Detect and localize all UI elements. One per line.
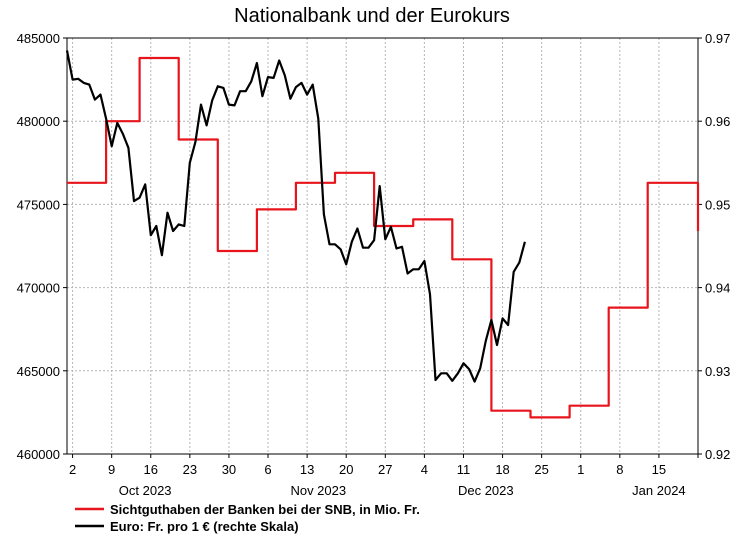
axes: 460000 465000 470000 475000 480000 485000 0.92… [17, 31, 731, 498]
x-tick-label: 23 [183, 462, 197, 477]
x-month-label: Jan 2024 [632, 483, 686, 498]
x-tick-label: 9 [108, 462, 115, 477]
x-tick-label: 30 [222, 462, 236, 477]
y-right-tick-label: 0.96 [705, 114, 730, 129]
series-line-sichtguthaben [67, 56, 700, 419]
x-tick-label: 4 [421, 462, 428, 477]
chart-title: Nationalbank und der Eurokurs [234, 5, 510, 27]
x-month-label: Oct 2023 [119, 483, 172, 498]
y-left-tick-label: 460000 [17, 447, 60, 462]
x-tick-label: 1 [577, 462, 584, 477]
x-tick-label: 18 [495, 462, 509, 477]
y-right-tick-label: 0.95 [705, 197, 730, 212]
x-tick-label: 6 [264, 462, 271, 477]
y-right-tick-label: 0.93 [705, 364, 730, 379]
x-tick-label: 16 [144, 462, 158, 477]
x-tick-label: 11 [457, 462, 471, 477]
x-tick-label: 2 [69, 462, 76, 477]
y-left-tick-label: 485000 [17, 31, 60, 46]
legend: Sichtguthaben der Banken bei der SNB, in… [75, 502, 420, 534]
x-tick-label: 13 [300, 462, 314, 477]
y-left-tick-label: 475000 [17, 197, 60, 212]
legend-label: Sichtguthaben der Banken bei der SNB, in… [110, 502, 420, 517]
series-layer [65, 50, 700, 419]
x-month-label: Nov 2023 [290, 483, 346, 498]
y-right-tick-label: 0.94 [705, 281, 730, 296]
legend-label: Euro: Fr. pro 1 € (rechte Skala) [110, 519, 299, 534]
x-month-label: Dec 2023 [458, 483, 514, 498]
x-tick-label: 27 [378, 462, 392, 477]
x-tick-label: 20 [339, 462, 353, 477]
y-left-tick-label: 470000 [17, 281, 60, 296]
grid [67, 38, 698, 454]
y-right-tick-label: 0.97 [705, 31, 730, 46]
plot-frame [66, 37, 699, 455]
x-tick-label: 15 [652, 462, 666, 477]
y-right-tick-label: 0.92 [705, 447, 730, 462]
x-tick-label: 25 [534, 462, 548, 477]
series-line-euro [65, 50, 526, 383]
y-left-tick-label: 465000 [17, 364, 60, 379]
y-left-tick-label: 480000 [17, 114, 60, 129]
x-tick-label: 8 [616, 462, 623, 477]
